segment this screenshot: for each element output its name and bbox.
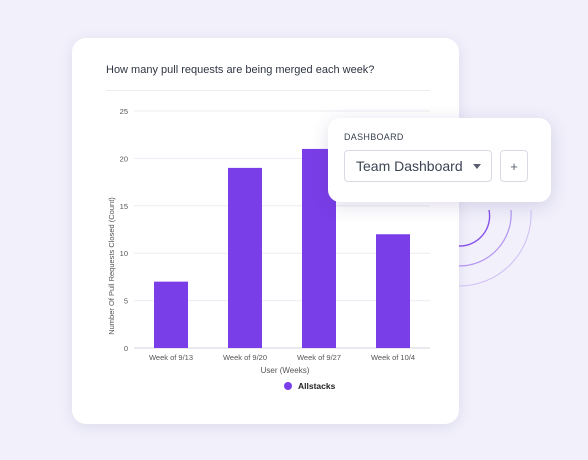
x-tick-label: Week of 9/27 — [297, 353, 341, 362]
x-tick-label: Week of 9/20 — [223, 353, 267, 362]
chart-card: How many pull requests are being merged … — [72, 38, 459, 424]
dashboard-label: DASHBOARD — [344, 132, 404, 142]
chevron-down-icon — [473, 164, 481, 169]
dashboard-selector-card: DASHBOARD Team Dashboard + — [328, 118, 551, 202]
add-dashboard-button[interactable]: + — [500, 150, 528, 182]
bar-2[interactable] — [228, 167, 262, 348]
x-tick-label: Week of 9/13 — [149, 353, 193, 362]
dashboard-select[interactable]: Team Dashboard — [344, 150, 492, 182]
y-tick-label: 25 — [120, 107, 128, 116]
legend-label-allstacks: Allstacks — [298, 381, 336, 391]
chart-legend: Allstacks — [284, 381, 335, 391]
bar-4[interactable] — [376, 234, 410, 348]
y-tick-label: 20 — [120, 154, 128, 163]
x-tick-label: Week of 10/4 — [371, 353, 415, 362]
y-tick-label: 10 — [120, 249, 128, 258]
chart-title: How many pull requests are being merged … — [106, 64, 375, 76]
y-tick-label: 5 — [124, 297, 128, 306]
y-tick-label: 15 — [120, 202, 128, 211]
bar-1[interactable] — [154, 281, 188, 348]
x-axis-ticks: Week of 9/13 Week of 9/20 Week of 9/27 Week… — [149, 353, 415, 362]
y-tick-label: 0 — [124, 344, 128, 353]
dashboard-select-value: Team Dashboard — [356, 158, 463, 174]
y-axis-ticks: 0 5 10 15 20 25 — [120, 107, 128, 353]
title-divider — [106, 90, 430, 91]
legend-dot-allstacks — [284, 382, 292, 390]
x-axis-label: User (Weeks) — [261, 366, 310, 375]
y-axis-label: Number Of Pull Requests Closed (Count) — [107, 197, 116, 335]
bars — [154, 148, 410, 348]
